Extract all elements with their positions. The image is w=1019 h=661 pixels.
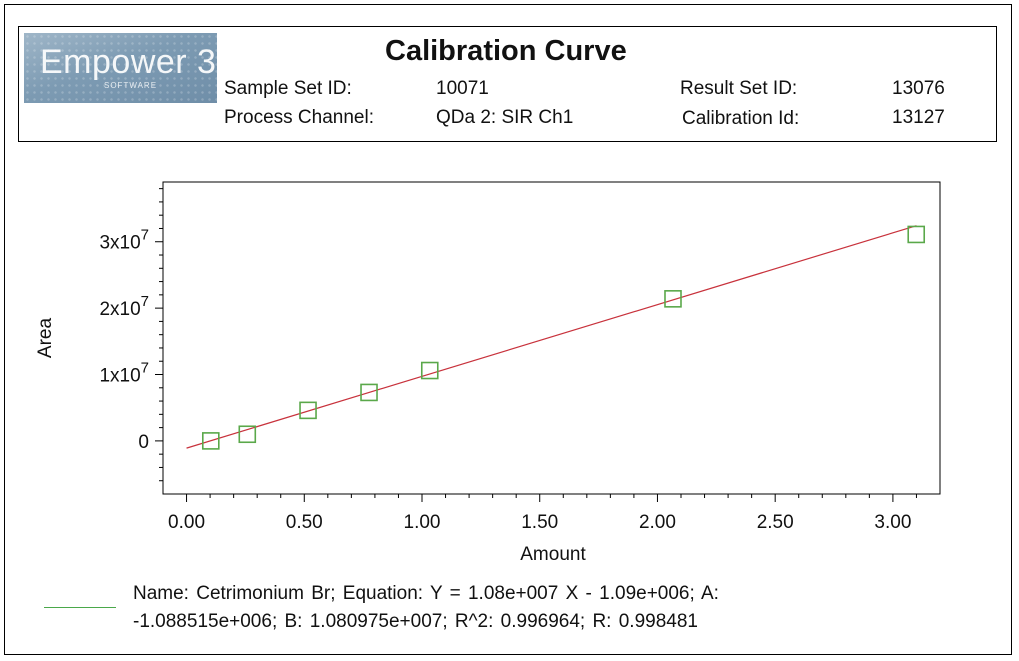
data-point [299, 401, 317, 420]
y-axis: 0 1x107 2x107 3x107 [99, 188, 163, 482]
x-axis-label: Amount [520, 544, 586, 565]
legend: Name: Cetrimonium Br; Equation: Y = 1.08… [133, 580, 993, 636]
logo-subtext: SOFTWARE [104, 81, 158, 90]
legend-line-swatch [44, 607, 116, 608]
x-tick-label: 2.50 [757, 512, 794, 533]
x-tick-label: 3.00 [874, 512, 911, 533]
y-tick-label: 0 [138, 432, 149, 453]
calibration-id-value: 13127 [892, 107, 945, 128]
logo-text: Empower 3 [40, 43, 217, 81]
result-set-label: Result Set ID: [680, 78, 798, 99]
x-tick-label: 2.00 [639, 512, 676, 533]
legend-line-2: -1.088515e+006; B: 1.080975e+007; R^2: 0… [133, 611, 698, 632]
report-frame [4, 4, 1012, 655]
y-axis-label: Area [35, 318, 56, 359]
y-tick-label: 1x107 [99, 360, 149, 387]
report-header [18, 26, 997, 142]
x-tick-label: 1.00 [404, 512, 441, 533]
logo-texture [24, 33, 217, 103]
result-set-value: 13076 [892, 78, 945, 99]
page-title: Calibration Curve [385, 35, 627, 67]
data-point [201, 432, 220, 450]
plot-area-frame [162, 181, 941, 495]
data-point [238, 425, 257, 444]
data-point [360, 383, 378, 402]
x-tick-label: 0.50 [286, 512, 323, 533]
legend-line-1: Name: Cetrimonium Br; Equation: Y = 1.08… [133, 583, 719, 604]
data-point [664, 290, 682, 308]
data-points [201, 225, 926, 450]
fit-line-group [186, 225, 917, 449]
x-tick-label: 1.50 [521, 512, 558, 533]
empower-logo: Empower 3 SOFTWARE [24, 33, 217, 103]
process-channel-label: Process Channel: [224, 107, 374, 128]
y-tick-label: 2x107 [99, 293, 149, 320]
process-channel-value: QDa 2: SIR Ch1 [436, 107, 574, 128]
calibration-id-label: Calibration Id: [682, 108, 800, 129]
sample-set-label: Sample Set ID: [224, 78, 352, 99]
data-point [420, 361, 439, 380]
x-axis: 0.00 0.50 1.00 1.50 2.00 2.50 3.00 [168, 494, 917, 533]
y-tick-label: 3x107 [99, 227, 149, 254]
x-tick-label: 0.00 [168, 512, 205, 533]
sample-set-value: 10071 [436, 78, 489, 99]
fit-line [186, 225, 917, 449]
data-point [907, 225, 926, 244]
